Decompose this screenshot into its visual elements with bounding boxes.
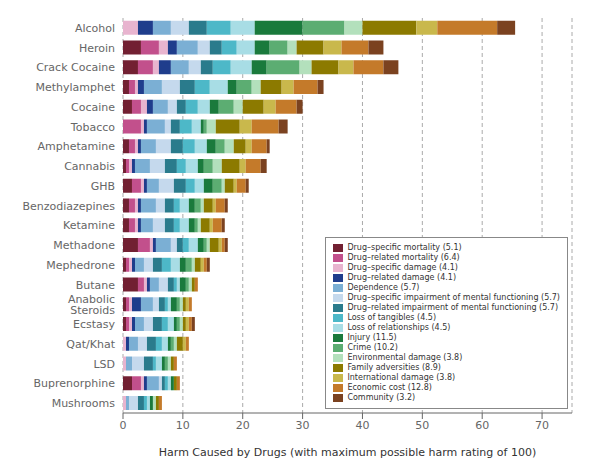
html-text:Drug–specific mortality (5.1): Drug–specific mortality (5.1) [347,243,462,252]
html-text:Family adversities (8.9): Family adversities (8.9) [347,363,441,372]
svg-text:70: 70 [535,419,549,432]
html-text:Drug–specific damage (4.1): Drug–specific damage (4.1) [347,263,458,272]
html-text:Drug–related damage (4.1): Drug–related damage (4.1) [347,273,456,282]
svg-text:Ecstasy: Ecstasy [73,318,116,331]
svg-text:LSD: LSD [93,358,115,371]
svg-text:Benzodiazepines: Benzodiazepines [22,200,115,213]
svg-text:AnabolicSteroids: AnabolicSteroids [68,293,115,317]
html-text:Loss of tangibles (4.5): Loss of tangibles (4.5) [347,313,436,322]
svg-text:0: 0 [120,419,127,432]
svg-text:Methadone: Methadone [53,239,115,252]
html-text:Injury (11.5): Injury (11.5) [347,333,397,342]
html-text:Dependence (5.7): Dependence (5.7) [347,283,420,292]
svg-text:Cannabis: Cannabis [64,160,115,173]
svg-text:50: 50 [415,419,429,432]
svg-text:Harm Caused by Drugs (with max: Harm Caused by Drugs (with maximum possi… [159,446,536,459]
svg-text:30: 30 [296,419,310,432]
svg-text:10: 10 [176,419,190,432]
svg-text:Heroin: Heroin [79,42,115,55]
svg-text:Alcohol: Alcohol [75,22,115,35]
svg-text:Crack Cocaine: Crack Cocaine [36,61,115,74]
svg-text:GHB: GHB [91,180,115,193]
svg-text:Mushrooms: Mushrooms [52,397,116,410]
html-text:Environmental damage (3.8): Environmental damage (3.8) [347,353,463,362]
svg-text:Mephedrone: Mephedrone [46,259,115,272]
svg-text:Methylamphet: Methylamphet [35,81,115,94]
html-text:Community (3.2): Community (3.2) [347,393,416,402]
svg-text:Qat/Khat: Qat/Khat [66,338,115,351]
svg-text:40: 40 [355,419,369,432]
html-text:Loss of relationships (4.5): Loss of relationships (4.5) [347,323,451,332]
html-text:Drug–related impairment of men: Drug–related impairment of mental functi… [347,303,559,312]
svg-text:Buprenorphine: Buprenorphine [33,377,115,390]
svg-text:Cocaine: Cocaine [71,101,115,114]
svg-text:60: 60 [475,419,489,432]
svg-text:Amphetamine: Amphetamine [37,140,115,153]
html-text:Drug–related mortality (6.4): Drug–related mortality (6.4) [347,253,460,262]
html-text:Economic cost (12.8): Economic cost (12.8) [347,383,432,392]
svg-text:Butane: Butane [76,279,116,292]
html-text:Crime (10.2): Crime (10.2) [347,343,398,352]
html-text:Drug–specific impairment of me: Drug–specific impairment of mental funct… [347,293,560,302]
html-text:International damage (3.8): International damage (3.8) [347,373,456,382]
svg-text:Ketamine: Ketamine [63,219,115,232]
svg-text:20: 20 [236,419,250,432]
svg-text:Tobacco: Tobacco [70,121,115,134]
